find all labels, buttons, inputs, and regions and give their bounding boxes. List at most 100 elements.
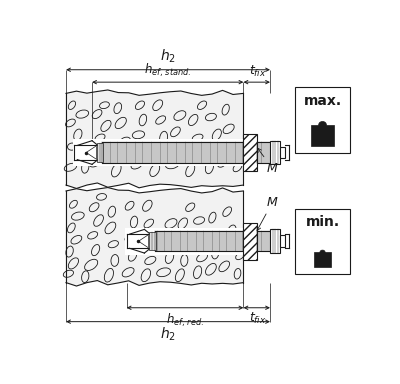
Ellipse shape [120,137,130,144]
Bar [125,228,244,255]
Ellipse shape [194,266,202,279]
Ellipse shape [186,164,195,177]
Ellipse shape [206,263,216,275]
Ellipse shape [82,161,89,173]
Ellipse shape [72,212,84,220]
Bar [73,139,244,166]
Ellipse shape [156,116,166,124]
Ellipse shape [320,250,325,255]
Ellipse shape [108,241,118,248]
Bar [295,209,350,274]
Ellipse shape [84,259,98,270]
Ellipse shape [162,235,172,245]
Ellipse shape [150,164,160,177]
Text: $h_2$: $h_2$ [160,326,176,344]
Bar [280,235,286,247]
Bar [244,134,257,171]
Ellipse shape [206,113,216,121]
Ellipse shape [212,129,221,141]
Ellipse shape [144,219,154,228]
Text: max.: max. [304,94,342,108]
Ellipse shape [68,258,78,269]
Polygon shape [66,187,244,286]
Ellipse shape [131,160,143,169]
Ellipse shape [108,206,116,217]
Ellipse shape [132,131,145,139]
Ellipse shape [137,144,146,155]
Ellipse shape [94,215,104,226]
Ellipse shape [99,144,107,155]
Ellipse shape [82,271,89,283]
Ellipse shape [219,261,230,272]
Ellipse shape [209,212,216,223]
Text: M: M [257,196,278,230]
Ellipse shape [181,255,188,266]
Ellipse shape [145,257,156,265]
Ellipse shape [213,230,224,240]
Ellipse shape [142,200,152,211]
Ellipse shape [233,163,242,172]
Ellipse shape [194,217,204,224]
Ellipse shape [175,269,184,281]
Ellipse shape [68,223,75,233]
Bar [280,147,286,159]
Ellipse shape [95,134,105,141]
Ellipse shape [234,149,244,156]
Ellipse shape [128,251,137,261]
Ellipse shape [227,225,236,237]
Ellipse shape [222,104,229,115]
Ellipse shape [105,222,116,234]
Bar [295,88,350,152]
Ellipse shape [139,114,147,126]
Ellipse shape [186,203,195,212]
Ellipse shape [96,194,106,200]
Ellipse shape [205,161,214,174]
Ellipse shape [68,101,76,109]
Bar [311,125,334,146]
Ellipse shape [217,156,228,167]
Bar [314,252,331,267]
Ellipse shape [223,245,234,253]
Ellipse shape [130,216,138,228]
Bar [270,141,280,164]
Bar [244,223,257,260]
Ellipse shape [135,101,144,109]
Ellipse shape [234,268,241,279]
Ellipse shape [191,150,198,161]
Ellipse shape [68,143,76,150]
Ellipse shape [178,218,188,229]
Ellipse shape [170,127,180,137]
Ellipse shape [76,110,89,118]
Ellipse shape [101,120,111,131]
Ellipse shape [224,141,231,152]
Text: min.: min. [306,215,340,229]
Ellipse shape [89,156,102,167]
Ellipse shape [74,129,82,141]
Text: $h_{ef,\,red.}$: $h_{ef,\,red.}$ [166,311,204,329]
Ellipse shape [112,164,121,177]
Ellipse shape [66,246,73,257]
Ellipse shape [200,233,210,244]
Ellipse shape [66,119,75,127]
Ellipse shape [122,268,134,277]
Ellipse shape [120,152,128,164]
Ellipse shape [160,131,168,144]
Ellipse shape [188,114,198,126]
Ellipse shape [71,235,82,244]
Ellipse shape [92,245,100,256]
Bar [149,232,156,250]
Text: $h_2$: $h_2$ [160,48,176,65]
Ellipse shape [208,148,219,157]
Ellipse shape [76,154,85,163]
Ellipse shape [182,238,193,245]
Ellipse shape [174,144,182,156]
Ellipse shape [174,111,186,121]
Ellipse shape [92,109,102,119]
Ellipse shape [198,101,207,109]
Text: M: M [258,148,278,175]
Ellipse shape [111,255,119,266]
Ellipse shape [141,269,150,281]
Ellipse shape [166,160,180,169]
Ellipse shape [70,200,77,208]
Ellipse shape [157,268,170,277]
